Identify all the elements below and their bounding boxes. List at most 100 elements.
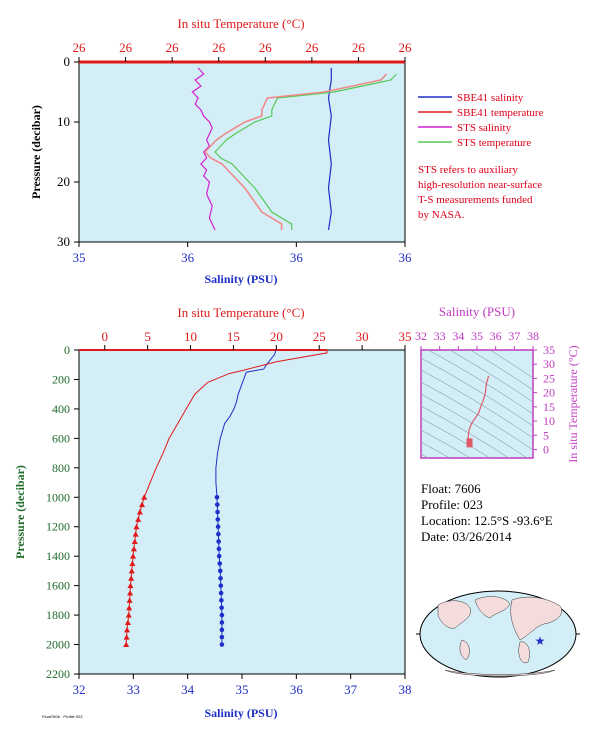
temperature-marker — [139, 501, 146, 508]
temperature-marker — [130, 545, 137, 552]
top-temp-tick-label: 26 — [352, 40, 366, 55]
ts-salinity-tick-label: 33 — [434, 329, 446, 343]
bottom-temp-tick-label: 0 — [101, 329, 108, 344]
top-chart-series — [191, 67, 397, 231]
bottom-temp-tick-label: 20 — [270, 329, 283, 344]
temperature-marker — [131, 538, 138, 544]
legend-label: SBE41 temperature — [457, 107, 544, 119]
ts-chart-title: Salinity (PSU) — [439, 304, 515, 319]
temperature-marker — [123, 634, 130, 640]
top-temp-tick-label: 26 — [399, 40, 413, 55]
float-id: Float: 7606 — [421, 481, 481, 496]
salinity-marker — [219, 642, 225, 647]
ts-temp-tick-label: 25 — [543, 371, 555, 385]
ts-salinity-tick-label: 35 — [471, 329, 483, 343]
salinity-marker — [215, 517, 221, 522]
salinity-marker — [215, 524, 221, 530]
top-temp-tick-label: 26 — [305, 40, 319, 55]
ts-temp-tick-label: 35 — [543, 343, 555, 357]
ts-diagram: Salinity (PSU) 32 33 34 35 36 37 38 0510152025… — [415, 304, 580, 463]
salinity-marker — [218, 583, 224, 588]
bottom-temp-tick-label: 5 — [144, 329, 151, 344]
temperature-marker — [124, 619, 131, 625]
temperature-marker — [133, 523, 140, 530]
bottom-pressure-tick-label: 1200 — [46, 520, 70, 534]
salinity-marker — [219, 620, 225, 625]
legend-label: STS temperature — [457, 137, 531, 149]
temperature-marker — [129, 560, 136, 567]
salinity-marker — [218, 590, 224, 596]
bottom-pressure-tick-label: 1400 — [46, 549, 70, 563]
ts-density-contour — [421, 381, 533, 451]
top-temp-tick-label: 26 — [259, 40, 273, 55]
world-map: ★ — [416, 590, 580, 678]
salinity-marker — [219, 627, 225, 633]
top-temp-tick-label: 26 — [166, 40, 180, 55]
top-pressure-tick-label: 0 — [64, 54, 71, 69]
salinity-marker — [219, 598, 224, 603]
top-series-line-2 — [191, 67, 216, 231]
bottom-chart-ylabel: Pressure (decibar) — [13, 465, 27, 559]
ts-salinity-ticks: 32 33 34 35 36 37 38 — [415, 329, 539, 350]
salinity-marker — [215, 509, 220, 515]
sts-note-line-2: high-resolution near-surface — [418, 179, 543, 191]
sts-note-line-3: T-S measurements funded — [418, 194, 533, 206]
salinity-marker — [214, 494, 220, 500]
ts-density-contour — [421, 393, 528, 458]
temperature-marker — [127, 590, 134, 596]
ts-temp-tick-label: 15 — [543, 400, 555, 414]
top-chart-title: In situ Temperature (°C) — [177, 16, 304, 31]
salinity-marker — [219, 634, 225, 640]
temperature-marker — [123, 641, 130, 648]
bottom-pressure-tick-label: 0 — [64, 343, 70, 357]
bottom-temp-tick-label: 10 — [184, 329, 197, 344]
salinity-marker — [217, 568, 223, 574]
ts-density-contour — [421, 405, 510, 458]
sts-note-line-4: by NASA. — [418, 209, 465, 221]
footer-code: Float7606 · Profile 023 — [42, 714, 83, 719]
top-salinity-tick-label: 36 — [290, 250, 304, 265]
temperature-marker — [126, 597, 133, 603]
top-pressure-tick-label: 10 — [57, 114, 70, 129]
ts-salinity-tick-label: 36 — [490, 329, 502, 343]
float-location: Location: 12.5°S -93.6°E — [421, 513, 553, 528]
bottom-pressure-tick-label: 1800 — [46, 608, 70, 622]
bottom-pressure-tick-label: 2000 — [46, 638, 70, 652]
bottom-chart-xlabel: Salinity (PSU) — [204, 706, 277, 720]
ts-salinity-tick-label: 32 — [415, 329, 427, 343]
bottom-pressure-tick-label: 2200 — [46, 667, 70, 681]
salinity-marker — [216, 553, 222, 559]
temperature-marker — [128, 567, 135, 574]
bottom-salinity-tick-label: 36 — [290, 682, 304, 697]
salinity-marker — [217, 561, 223, 566]
top-chart-xlabel: Salinity (PSU) — [204, 272, 277, 286]
bottom-pressure-tick-label: 1600 — [46, 579, 70, 593]
ts-density-contour — [421, 429, 471, 458]
top-pressure-tick-label: 30 — [57, 234, 70, 249]
profile-date: Date: 03/26/2014 — [421, 529, 512, 544]
profile-number: Profile: 023 — [421, 497, 483, 512]
top-chart-salinity-ticks: 35 36 36 36 — [73, 242, 412, 265]
salinity-marker — [216, 539, 221, 544]
salinity-marker — [218, 575, 223, 581]
ts-density-contour — [489, 350, 533, 379]
ts-temp-tick-label: 5 — [543, 428, 549, 442]
salinity-marker — [214, 502, 220, 507]
bottom-pressure-tick-label: 200 — [52, 372, 70, 386]
salinity-marker — [219, 605, 224, 611]
top-temp-tick-label: 26 — [212, 40, 226, 55]
top-chart-pressure-ticks: 0 10 20 30 — [57, 54, 79, 249]
full-profile-chart: In situ Temperature (°C) 0 5 10 15 20 25 30 35 … — [13, 305, 412, 720]
ts-temp-tick-label: 10 — [543, 414, 555, 428]
legend: SBE41 salinity SBE41 temperature STS salin… — [418, 92, 544, 149]
salinity-marker — [219, 612, 225, 618]
bottom-chart-plot-area — [78, 349, 406, 675]
ts-density-contour — [449, 350, 533, 403]
map-land — [437, 596, 562, 677]
top-series-line-temp-companion — [204, 73, 388, 230]
top-chart-ylabel: Pressure (decibar) — [29, 105, 43, 199]
sts-note-line-1: STS refers to auxiliary — [418, 164, 518, 176]
bottom-pressure-tick-label: 400 — [52, 402, 70, 416]
